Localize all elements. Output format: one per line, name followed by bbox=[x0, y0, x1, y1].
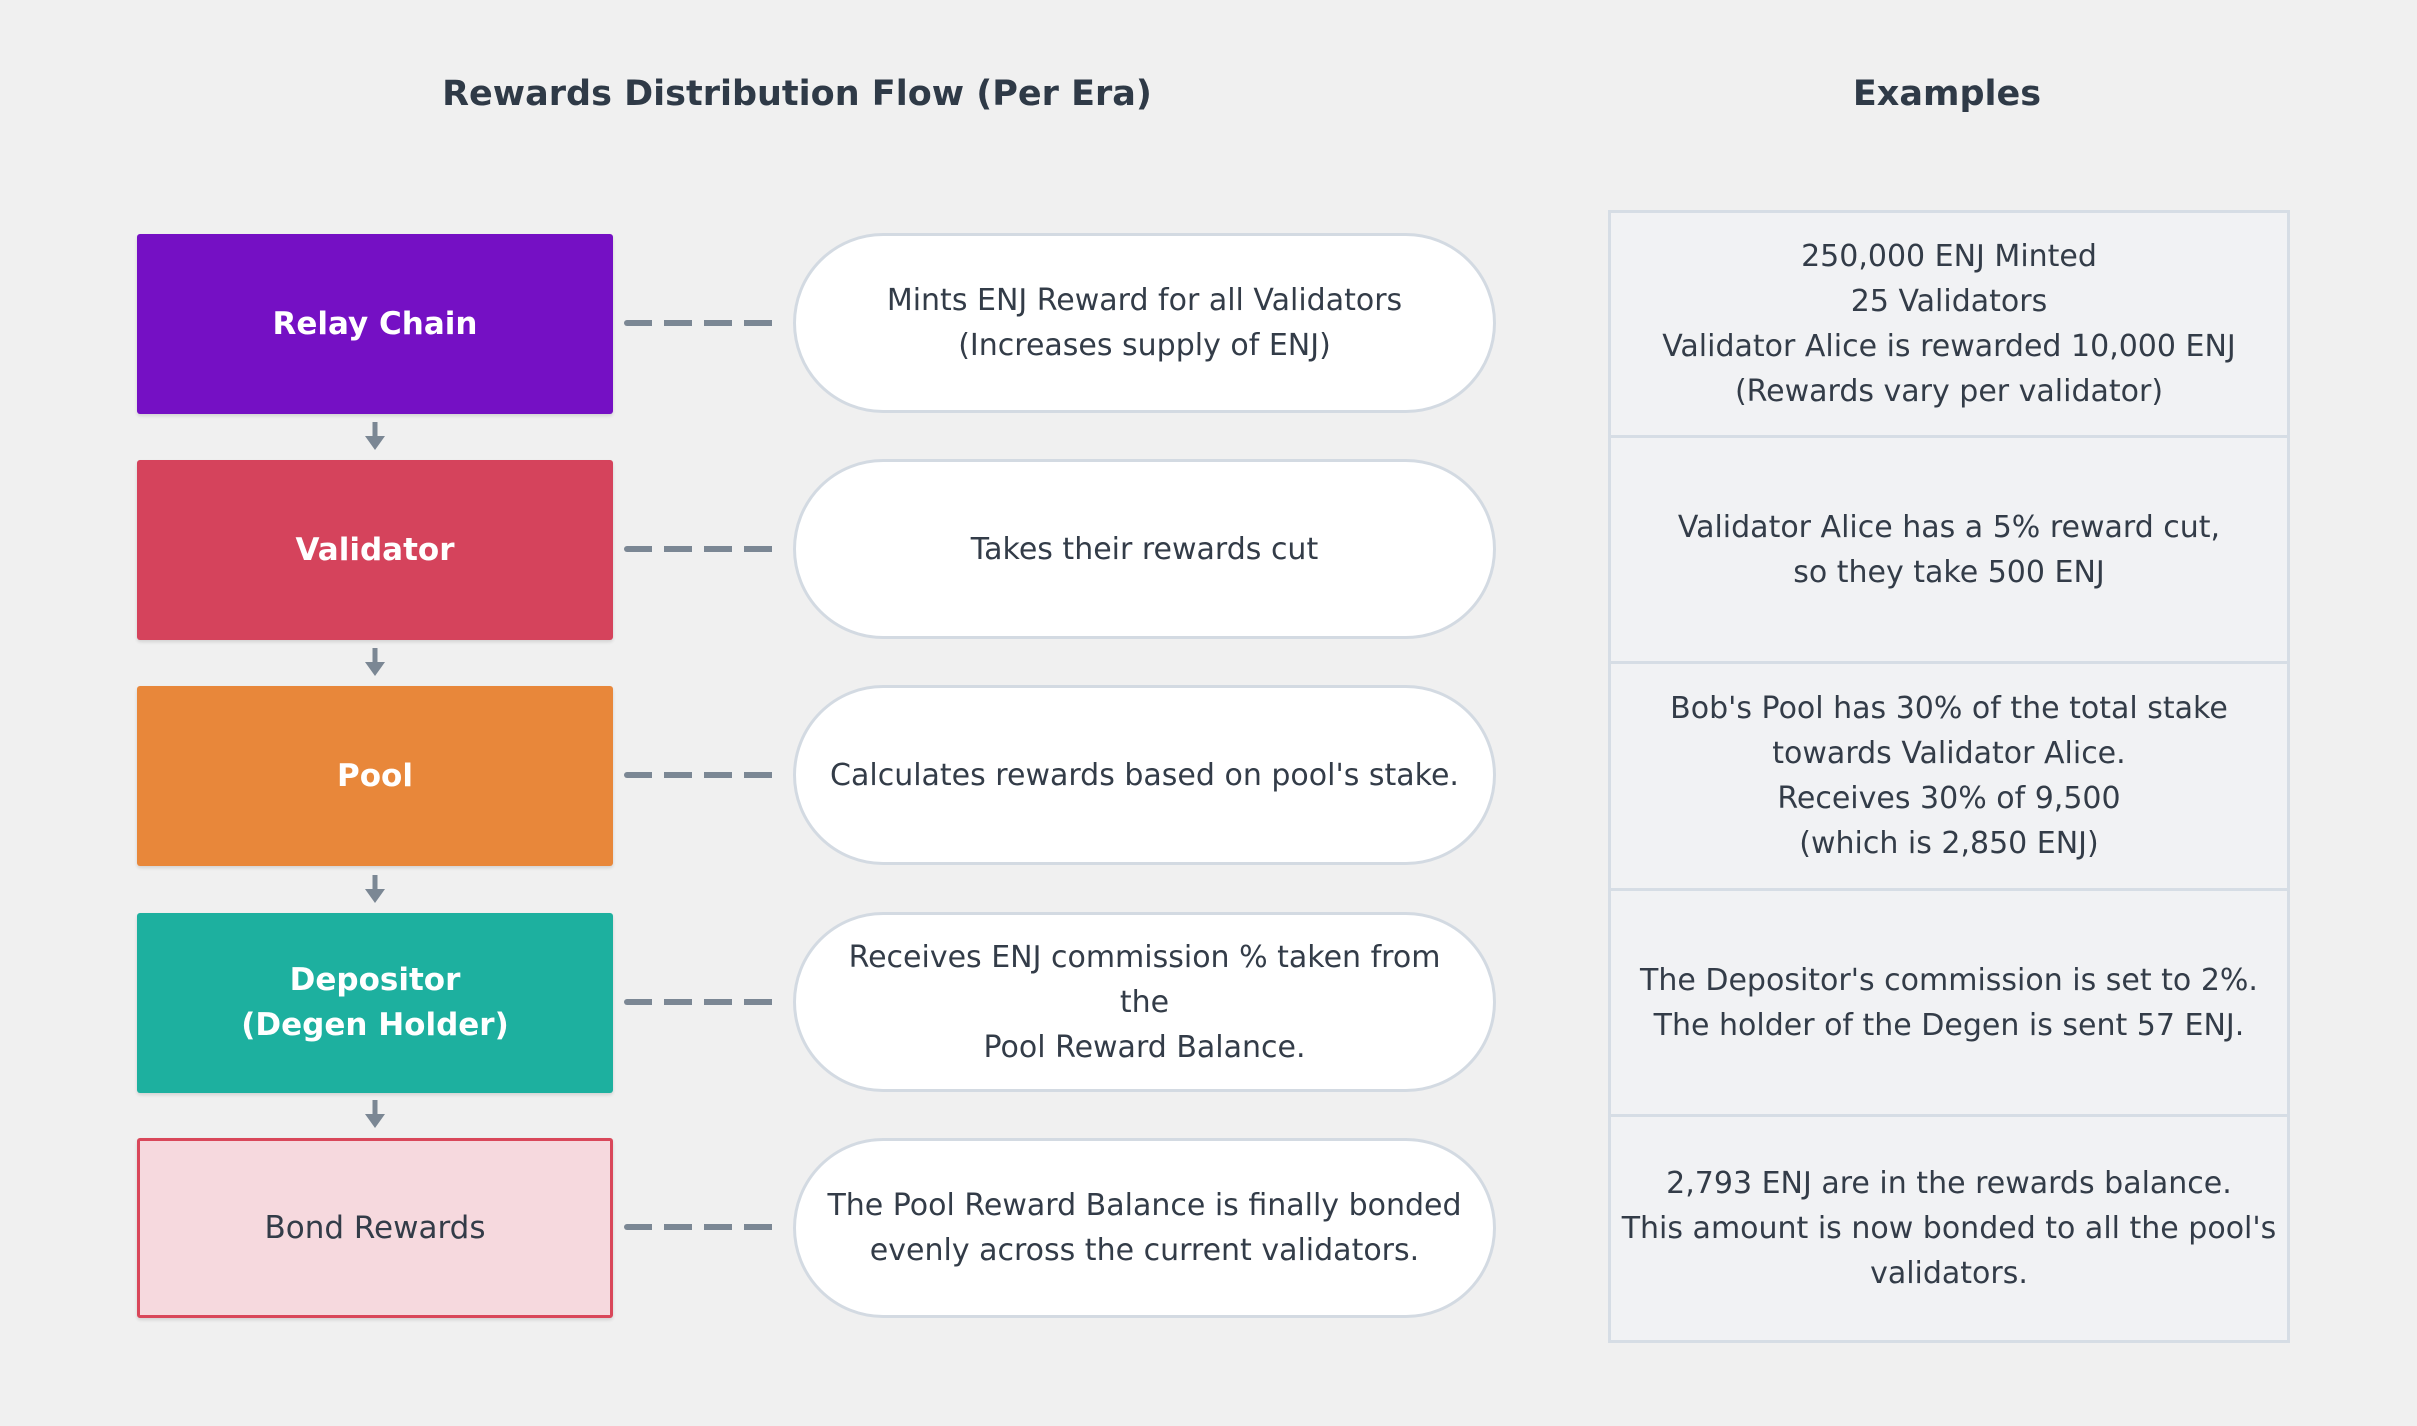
depositor-box: Depositor (Degen Holder) bbox=[137, 913, 613, 1093]
validator-box: Validator bbox=[137, 460, 613, 640]
dashed-connector bbox=[624, 772, 780, 778]
bond-rewards-example: 2,793 ENJ are in the rewards balance. Th… bbox=[1608, 1114, 2290, 1343]
dashed-connector bbox=[624, 320, 780, 326]
down-arrow-icon bbox=[365, 1100, 385, 1128]
flow-title: Rewards Distribution Flow (Per Era) bbox=[442, 74, 1152, 114]
pool-label: Pool bbox=[337, 757, 413, 794]
pool-example: Bob's Pool has 30% of the total stake to… bbox=[1608, 661, 2290, 891]
relay-chain-label: Relay Chain bbox=[272, 305, 478, 342]
dashed-connector bbox=[624, 546, 780, 552]
down-arrow-icon bbox=[365, 422, 385, 450]
depositor-example: The Depositor's commission is set to 2%.… bbox=[1608, 888, 2290, 1117]
bond-rewards-box: Bond Rewards bbox=[137, 1138, 613, 1318]
dashed-connector bbox=[624, 1224, 780, 1230]
pool-description: Calculates rewards based on pool's stake… bbox=[793, 685, 1496, 865]
relay-chain-example: 250,000 ENJ Minted 25 Validators Validat… bbox=[1608, 210, 2290, 438]
bond-rewards-description: The Pool Reward Balance is finally bonde… bbox=[793, 1138, 1496, 1318]
examples-title: Examples bbox=[1852, 74, 2042, 114]
dashed-connector bbox=[624, 999, 780, 1005]
depositor-label: Depositor (Degen Holder) bbox=[241, 962, 509, 1043]
relay-chain-box: Relay Chain bbox=[137, 234, 613, 414]
validator-description: Takes their rewards cut bbox=[793, 459, 1496, 639]
depositor-description: Receives ENJ commission % taken from the… bbox=[793, 912, 1496, 1092]
down-arrow-icon bbox=[365, 875, 385, 903]
validator-example: Validator Alice has a 5% reward cut, so … bbox=[1608, 435, 2290, 664]
pool-box: Pool bbox=[137, 686, 613, 866]
down-arrow-icon bbox=[365, 648, 385, 676]
validator-label: Validator bbox=[295, 531, 455, 568]
relay-chain-description: Mints ENJ Reward for all Validators (Inc… bbox=[793, 233, 1496, 413]
bond-rewards-label: Bond Rewards bbox=[264, 1209, 486, 1246]
